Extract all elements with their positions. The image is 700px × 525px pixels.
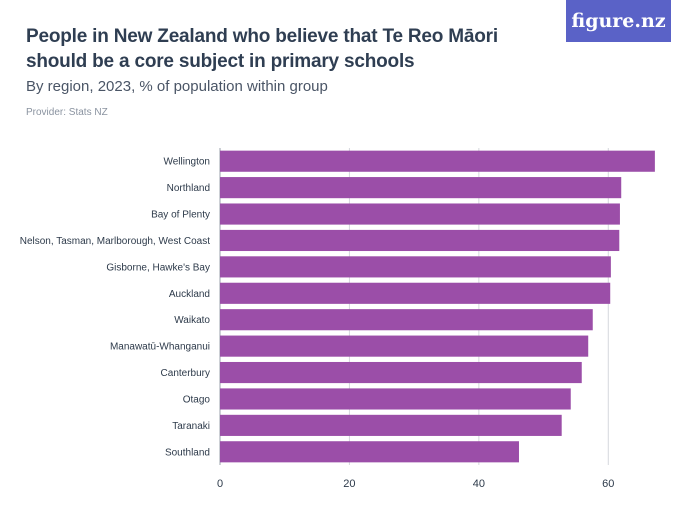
bar-southland[interactable] bbox=[220, 441, 519, 463]
category-label: Nelson, Tasman, Marlborough, West Coast bbox=[20, 236, 210, 247]
category-label: Auckland bbox=[169, 289, 210, 300]
category-label: Waikato bbox=[174, 315, 210, 326]
category-labels: Wellington Northland Bay of Plenty Nelson, … bbox=[20, 157, 211, 459]
bar-canterbury[interactable] bbox=[220, 361, 582, 384]
figure-nz-logo[interactable]: figure.nz bbox=[566, 0, 671, 42]
bar-otago[interactable] bbox=[220, 388, 571, 410]
bar-gisborne-hawke-s-bay[interactable] bbox=[220, 256, 611, 278]
category-label: Gisborne, Hawke's Bay bbox=[106, 262, 210, 273]
category-label: Northland bbox=[167, 183, 210, 194]
category-label: Wellington bbox=[163, 157, 210, 168]
category-label: Manawatū-Whanganui bbox=[110, 342, 210, 353]
x-tick-label: 60 bbox=[602, 478, 614, 490]
chart-title: People in New Zealand who believe that T… bbox=[26, 26, 498, 72]
bar-auckland[interactable] bbox=[220, 282, 611, 304]
bar-layer bbox=[220, 150, 655, 463]
category-label: Southland bbox=[165, 447, 210, 458]
bar-taranaki[interactable] bbox=[220, 414, 562, 436]
x-tick-label: 0 bbox=[217, 478, 223, 490]
category-label: Canterbury bbox=[161, 368, 210, 379]
x-axis: 0 20 40 60 bbox=[217, 478, 614, 490]
grid-layer bbox=[219, 148, 609, 465]
bar-manawat-whanganui[interactable] bbox=[220, 335, 589, 357]
bar-northland[interactable] bbox=[220, 177, 622, 199]
bar-wellington[interactable] bbox=[220, 150, 655, 172]
provider-note: Provider: Stats NZ bbox=[26, 107, 108, 118]
category-label: Bay of Plenty bbox=[151, 210, 210, 221]
category-label: Taranaki bbox=[172, 421, 210, 432]
x-tick-label: 40 bbox=[473, 478, 485, 490]
category-label: Otago bbox=[183, 394, 211, 405]
x-tick-label: 20 bbox=[343, 478, 355, 490]
bar-waikato[interactable] bbox=[220, 309, 593, 331]
bar-bay-of-plenty[interactable] bbox=[220, 203, 620, 225]
bar-nelson-tasman-marlborough-west-coast[interactable] bbox=[220, 229, 620, 252]
chart-subtitle: By region, 2023, % of population within … bbox=[26, 78, 328, 95]
